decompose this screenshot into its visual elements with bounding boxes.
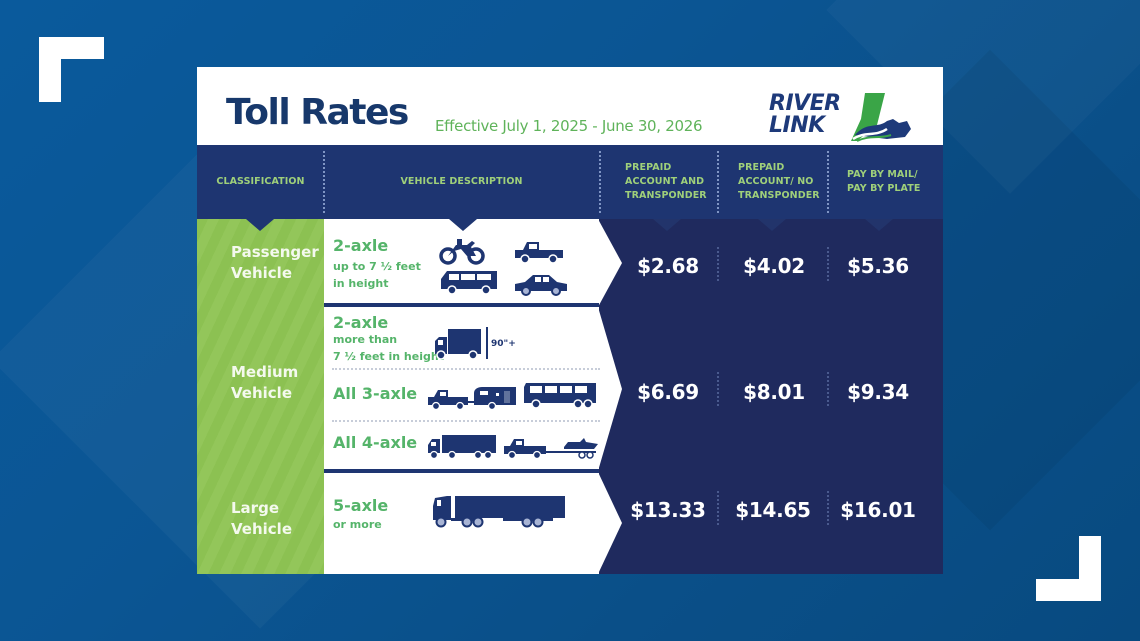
column-header-pay-by-mail: PAY BY MAIL/ PAY BY PLATE <box>847 169 921 194</box>
truck-with-trailer-icon <box>428 435 496 460</box>
card-header: Toll Rates Effective July 1, 2025 - June… <box>197 67 943 145</box>
price-large-prepaid-no-transponder: $14.65 <box>735 498 811 522</box>
header-notch <box>653 219 681 231</box>
bridge-state-map-icon <box>851 93 911 142</box>
column-divider <box>717 151 719 213</box>
header-notch <box>865 219 893 231</box>
row-arrow-passenger <box>598 219 622 307</box>
sedan-icon <box>515 275 567 296</box>
column-divider <box>599 151 601 213</box>
axle-title: All 3-axle <box>333 384 418 403</box>
pickup-with-boat-trailer-icon <box>504 438 598 460</box>
price-divider <box>827 247 829 281</box>
header-notch <box>246 219 274 231</box>
axle-title: 2-axle <box>333 313 389 332</box>
logo-line-1: RIVER <box>769 91 841 116</box>
price-divider <box>827 491 829 525</box>
row-divider <box>324 303 599 307</box>
column-header-classification: CLASSIFICATION <box>216 176 305 187</box>
column-divider <box>323 151 325 213</box>
price-large-pay-by-mail: $16.01 <box>840 498 916 522</box>
height-marker-line <box>486 327 488 359</box>
column-divider <box>827 151 829 213</box>
pickup-truck-icon <box>515 242 563 264</box>
pickup-with-camper-trailer-icon <box>428 387 516 411</box>
price-divider <box>717 491 719 525</box>
corner-bracket-bottom-right <box>1036 536 1101 601</box>
row-sub-divider <box>332 420 600 422</box>
toll-rates-card: Toll Rates Effective July 1, 2025 - June… <box>197 67 943 574</box>
price-divider <box>717 372 719 406</box>
column-header-row: CLASSIFICATION VEHICLE DESCRIPTION PREPA… <box>197 145 943 219</box>
corner-bracket-top-left <box>39 37 104 102</box>
price-medium-prepaid-transponder: $6.69 <box>637 380 699 404</box>
van-icon <box>441 271 497 295</box>
header-notch <box>449 219 477 231</box>
row-arrow-medium <box>598 307 622 471</box>
classification-large: Large Vehicle <box>231 499 292 538</box>
header-notch <box>758 219 786 231</box>
bus-icon <box>524 383 596 409</box>
box-truck-icon <box>435 329 481 360</box>
price-passenger-prepaid-no-transponder: $4.02 <box>743 254 805 278</box>
classification-medium: Medium Vehicle <box>231 363 299 402</box>
row-arrow-large <box>598 472 622 574</box>
arrow-base <box>598 219 599 574</box>
price-divider <box>717 247 719 281</box>
classification-column <box>197 219 324 574</box>
logo-line-2: LINK <box>769 113 825 138</box>
motorcycle-icon <box>439 239 485 265</box>
riverlink-logo: RIVER LINK <box>769 91 919 143</box>
price-medium-pay-by-mail: $9.34 <box>847 380 909 404</box>
height-note: 90"+ <box>491 339 516 349</box>
column-header-prepaid-transponder: PREPAID ACCOUNT AND TRANSPONDER <box>625 162 707 201</box>
classification-passenger: Passenger Vehicle <box>231 243 319 282</box>
price-passenger-pay-by-mail: $5.36 <box>847 254 909 278</box>
axle-title: All 4-axle <box>333 433 418 452</box>
price-medium-prepaid-no-transponder: $8.01 <box>743 380 805 404</box>
price-divider <box>827 372 829 406</box>
column-header-prepaid-no-transponder: PREPAID ACCOUNT/ NO TRANSPONDER <box>738 162 820 201</box>
axle-subtitle: more than 7 ½ feet in height <box>333 333 444 363</box>
price-passenger-prepaid-transponder: $2.68 <box>637 254 699 278</box>
axle-subtitle: or more <box>333 518 382 531</box>
price-large-prepaid-transponder: $13.33 <box>630 498 706 522</box>
axle-title: 5-axle <box>333 496 389 515</box>
price-area <box>598 219 943 574</box>
row-divider <box>324 469 599 473</box>
logo-text: RIVER LINK <box>769 93 841 137</box>
effective-dates: Effective July 1, 2025 - June 30, 2026 <box>435 117 703 135</box>
page-title: Toll Rates <box>226 92 409 133</box>
axle-subtitle: up to 7 ½ feet in height <box>333 260 421 290</box>
column-header-vehicle-description: VEHICLE DESCRIPTION <box>400 176 523 187</box>
semi-truck-icon <box>433 496 565 528</box>
row-sub-divider <box>332 368 600 370</box>
axle-title: 2-axle <box>333 236 389 255</box>
